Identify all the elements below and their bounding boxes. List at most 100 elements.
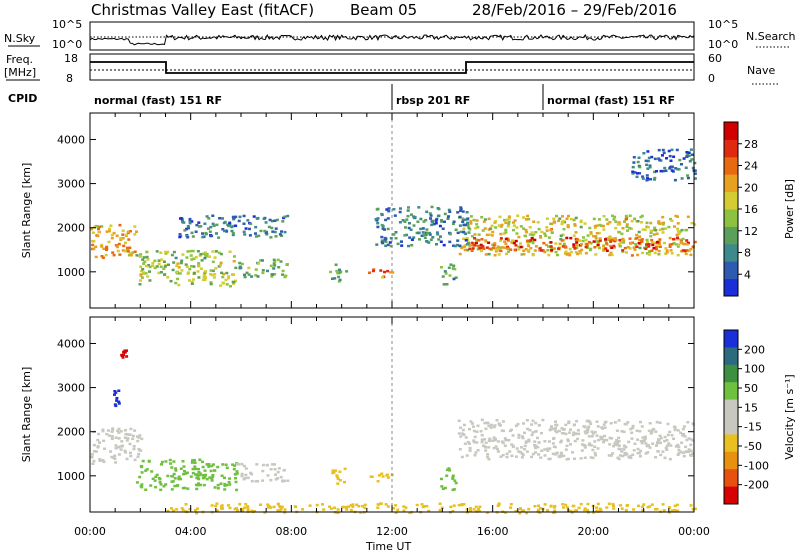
echo-cell bbox=[658, 421, 662, 424]
echo-cell bbox=[170, 466, 174, 469]
echo-cell bbox=[186, 487, 190, 490]
echo-cell bbox=[419, 227, 423, 231]
echo-cell bbox=[589, 444, 593, 447]
echo-cell bbox=[456, 239, 460, 242]
echo-cell bbox=[394, 504, 398, 507]
echo-cell bbox=[190, 231, 194, 235]
echo-cell bbox=[442, 243, 446, 247]
echo-cell bbox=[659, 169, 663, 173]
echo-cell bbox=[689, 449, 693, 452]
echo-cell bbox=[605, 506, 609, 509]
echo-cell bbox=[278, 509, 282, 512]
echo-cell bbox=[594, 237, 598, 240]
echo-cell bbox=[686, 174, 690, 177]
echo-cell bbox=[559, 453, 563, 456]
echo-cell bbox=[359, 511, 363, 514]
time-tick-label: 16:00 bbox=[477, 525, 509, 538]
echo-cell bbox=[227, 504, 230, 507]
echo-cell bbox=[644, 247, 648, 250]
echo-cell bbox=[191, 459, 195, 462]
echo-cell bbox=[380, 235, 384, 239]
echo-cell bbox=[646, 177, 649, 180]
echo-cell bbox=[237, 219, 241, 223]
echo-cell bbox=[597, 239, 600, 243]
echo-cell bbox=[526, 214, 530, 218]
echo-cell bbox=[187, 226, 190, 230]
echo-cell bbox=[500, 440, 504, 443]
echo-cell bbox=[281, 479, 285, 482]
time-axis-label: Time UT bbox=[365, 540, 411, 553]
echo-cell bbox=[197, 276, 201, 279]
echo-cell bbox=[146, 258, 150, 261]
echo-cell bbox=[537, 441, 541, 444]
echo-cell bbox=[619, 241, 623, 244]
echo-cell bbox=[618, 223, 622, 226]
echo-cell bbox=[217, 251, 221, 255]
echo-cell bbox=[191, 249, 195, 253]
echo-cell bbox=[652, 233, 656, 236]
echo-cell bbox=[686, 215, 690, 219]
echo-cell bbox=[448, 469, 451, 472]
echo-cell bbox=[543, 454, 547, 457]
echo-cell bbox=[443, 212, 447, 216]
echo-cell bbox=[477, 509, 481, 513]
echo-cell bbox=[184, 263, 188, 266]
echo-cell bbox=[250, 480, 254, 483]
echo-cell bbox=[642, 152, 646, 155]
echo-cell bbox=[468, 449, 472, 452]
echo-cell bbox=[574, 216, 578, 220]
cpid-label: CPID bbox=[8, 92, 37, 105]
echo-cell bbox=[155, 473, 159, 477]
echo-cell bbox=[172, 261, 176, 264]
echo-cell bbox=[396, 242, 400, 246]
echo-cell bbox=[593, 224, 597, 228]
echo-cell bbox=[151, 264, 155, 268]
echo-cell bbox=[195, 223, 199, 227]
y-axis-label: Slant Range [km] bbox=[20, 367, 33, 463]
echo-cell bbox=[412, 236, 416, 239]
echo-cell bbox=[170, 253, 174, 257]
echo-cell bbox=[631, 424, 635, 428]
echo-cell bbox=[194, 483, 198, 487]
echo-cell bbox=[659, 441, 662, 445]
echo-cell bbox=[157, 271, 161, 275]
echo-cell bbox=[522, 227, 526, 230]
echo-cell bbox=[549, 222, 553, 225]
echo-cell bbox=[343, 480, 346, 484]
echo-cell bbox=[595, 506, 599, 509]
echo-cell bbox=[548, 457, 552, 461]
echo-cell bbox=[391, 271, 395, 274]
echo-cell bbox=[107, 240, 111, 244]
echo-cell bbox=[129, 454, 133, 458]
station-title: Christmas Valley East (fitACF) bbox=[91, 1, 314, 19]
echo-cell bbox=[429, 217, 432, 220]
echo-cell bbox=[171, 480, 175, 483]
echo-cell bbox=[254, 274, 258, 277]
echo-cell bbox=[231, 233, 235, 237]
echo-cell bbox=[610, 253, 614, 257]
echo-cell bbox=[512, 224, 516, 227]
echo-cell bbox=[160, 463, 163, 466]
echo-cell bbox=[407, 206, 410, 209]
echo-cell bbox=[336, 482, 340, 485]
colorbar-swatch bbox=[724, 191, 738, 210]
echo-cell bbox=[415, 503, 419, 507]
echo-cell bbox=[276, 470, 280, 474]
echo-cell bbox=[212, 224, 216, 227]
echo-region bbox=[631, 148, 697, 182]
y-tick-label: 2000 bbox=[57, 426, 85, 439]
echo-cell bbox=[617, 230, 621, 234]
echo-cell bbox=[539, 507, 542, 510]
echo-region bbox=[457, 418, 695, 461]
echo-cell bbox=[674, 167, 678, 170]
echo-cell bbox=[685, 249, 689, 252]
echo-cell bbox=[493, 242, 497, 245]
echo-cell bbox=[530, 239, 534, 242]
echo-cell bbox=[480, 434, 484, 437]
echo-cell bbox=[103, 447, 106, 450]
echo-cell bbox=[676, 453, 680, 456]
echo-cell bbox=[228, 221, 232, 225]
echo-cell bbox=[345, 270, 349, 273]
echo-cell bbox=[621, 227, 625, 230]
echo-cell bbox=[392, 507, 395, 510]
